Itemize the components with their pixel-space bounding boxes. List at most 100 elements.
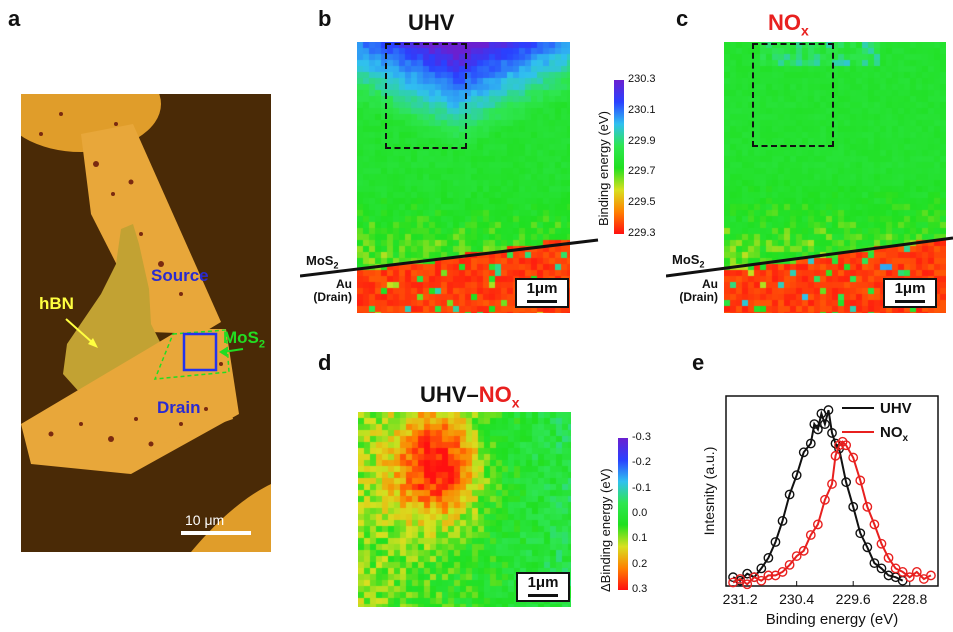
data-point-uhv (812, 424, 823, 435)
mos2-label-b: MoS2 (306, 253, 339, 271)
data-point-uhv (770, 537, 781, 547)
data-point-uhv (862, 542, 873, 553)
data-point-nox (798, 545, 809, 556)
panel-label-b: b (318, 6, 332, 31)
data-point-nox (827, 479, 837, 489)
colorbar-tick-label: 230.3 (628, 73, 656, 85)
data-point-uhv (798, 447, 809, 458)
data-point-uhv (883, 570, 894, 581)
heatmap-nox (724, 42, 946, 313)
device-drawing (21, 94, 271, 552)
data-point-nox (897, 567, 908, 577)
colorbar-tick-label: 229.3 (628, 227, 656, 239)
colorbar-tick-label: 230.1 (628, 103, 656, 116)
data-point-nox (862, 501, 873, 512)
interface-line-b (300, 238, 599, 278)
data-point-nox (926, 570, 936, 581)
data-point-nox (742, 579, 753, 590)
series-line-uhv (732, 409, 904, 582)
roi-box-b (385, 43, 467, 149)
title-c: NOx (768, 10, 809, 39)
colorbar-tick-label: 0.1 (632, 532, 648, 545)
data-point-nox (869, 519, 880, 530)
hbn-label: hBN (39, 294, 74, 313)
colorbar-tick-label: 229.9 (628, 134, 656, 147)
scale-label-a: 10 μm (185, 512, 225, 528)
x-tick-label: 231.2 (723, 591, 758, 607)
data-point-uhv (876, 563, 887, 574)
data-point-uhv (848, 501, 859, 512)
colorbar-tick-label: 229.7 (628, 165, 656, 178)
y-axis-label: Intesnity (a.u.) (701, 447, 717, 536)
data-point-uhv (805, 438, 816, 449)
colorbar-d (618, 438, 628, 590)
xps-spectra-chart: 231.2 230.4 229.6 228.8 Binding energy (eV) I… (701, 395, 939, 628)
data-point-nox (777, 567, 788, 577)
data-point-uhv (763, 552, 774, 563)
colorbar-tick-label: -0.3 (632, 431, 651, 443)
data-point-nox (855, 475, 866, 486)
legend-label: NOx (880, 424, 909, 444)
panel-label-e: e (692, 350, 705, 375)
au-drain-label-c: Au (Drain) (679, 277, 718, 305)
data-point-nox (904, 572, 915, 583)
data-point-nox (756, 575, 767, 586)
colorbar-tick-label: -0.1 (632, 481, 651, 494)
data-point-nox (841, 440, 852, 451)
drain-label: Drain (157, 398, 201, 417)
colorbar-tick-label: 0.0 (632, 507, 648, 519)
series-line-nox (732, 440, 932, 586)
data-point-nox (883, 552, 894, 563)
interface-line-c (666, 236, 953, 278)
panel-label-c: c (676, 6, 689, 31)
data-point-nox (830, 450, 841, 461)
panel-label-d: d (318, 350, 332, 375)
source-label: Source (151, 266, 209, 285)
panel-label-a: a (8, 6, 21, 31)
data-point-nox (763, 570, 774, 581)
data-point-nox (848, 452, 859, 463)
x-tick-label: 229.6 (836, 591, 871, 607)
plot-frame (725, 395, 939, 587)
data-point-uhv (823, 405, 834, 415)
x-tick-label: 228.8 (892, 591, 927, 607)
heatmap-uhv (357, 42, 570, 313)
colorbar-b (614, 80, 624, 234)
colorbar-tick-label: 0.2 (632, 557, 648, 570)
colorbar-title-d: ΔBinding energy (eV) (598, 468, 613, 592)
data-point-uhv (855, 528, 866, 539)
data-point-uhv (756, 563, 767, 574)
colorbar-tick-label: 229.5 (628, 196, 656, 209)
data-point-nox (812, 519, 823, 530)
colorbar-tick-label: 0.3 (632, 583, 648, 595)
data-point-nox (820, 494, 830, 505)
data-point-uhv (869, 558, 880, 569)
legend-label: UHV (880, 400, 912, 417)
data-point-uhv (820, 419, 830, 430)
data-point-uhv (827, 428, 837, 438)
data-point-nox (791, 551, 802, 561)
optical-micrograph: hBN Source MoS2 Drain 10 μm (21, 94, 271, 552)
title-d: UHV–NOx (420, 382, 520, 411)
data-point-nox (876, 538, 887, 549)
colorbar-tick-label: -0.2 (632, 456, 651, 469)
x-axis-label: Binding energy (eV) (766, 611, 899, 628)
x-tick-label: 230.4 (779, 591, 814, 607)
scale-box-d: 1μm (516, 572, 570, 602)
mos2-label-c: MoS2 (672, 252, 705, 270)
colorbar-title-b: Binding energy (eV) (596, 111, 611, 226)
scale-box-b: 1μm (515, 278, 569, 308)
data-point-uhv (784, 489, 795, 500)
roi-box-c (752, 43, 834, 147)
data-point-uhv (841, 477, 852, 488)
mos2-label-a: MoS2 (223, 328, 266, 351)
title-b: UHV (408, 10, 455, 35)
data-point-uhv (777, 516, 788, 526)
au-drain-label-b: Au (Drain) (313, 277, 352, 305)
data-point-nox (735, 574, 746, 584)
data-point-nox (805, 530, 816, 540)
data-point-uhv (791, 470, 802, 481)
data-point-nox (911, 567, 922, 577)
scale-box-c: 1μm (883, 278, 937, 308)
data-point-nox (784, 559, 795, 570)
